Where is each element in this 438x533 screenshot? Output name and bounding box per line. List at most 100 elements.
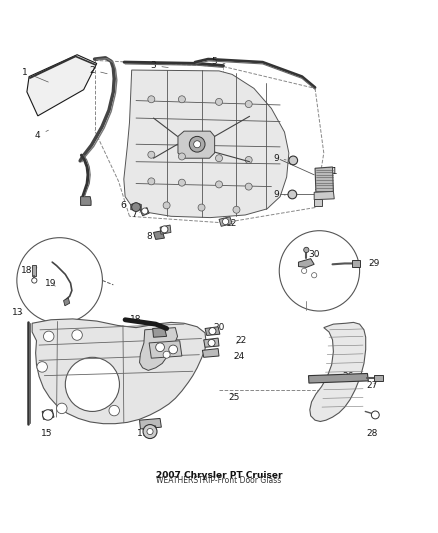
Circle shape <box>72 330 82 340</box>
Circle shape <box>189 136 205 152</box>
Text: 2007 Chrysler PT Cruiser: 2007 Chrysler PT Cruiser <box>156 471 282 480</box>
Text: 20: 20 <box>213 323 225 332</box>
Polygon shape <box>146 426 156 434</box>
Circle shape <box>371 411 379 419</box>
Text: 27: 27 <box>366 381 378 390</box>
Circle shape <box>155 343 164 352</box>
Text: WEATHERSTRIP-Front Door Glass: WEATHERSTRIP-Front Door Glass <box>156 476 282 485</box>
Circle shape <box>163 202 170 209</box>
Polygon shape <box>27 55 97 116</box>
Circle shape <box>279 231 360 311</box>
Text: 29: 29 <box>368 259 380 268</box>
Circle shape <box>178 153 185 160</box>
Circle shape <box>17 238 102 323</box>
Circle shape <box>215 155 223 161</box>
Text: 4: 4 <box>35 130 49 140</box>
Circle shape <box>311 272 317 278</box>
Circle shape <box>209 328 216 335</box>
Polygon shape <box>308 374 368 383</box>
Circle shape <box>32 278 37 283</box>
Text: 17: 17 <box>137 429 148 438</box>
Polygon shape <box>298 259 314 268</box>
Text: 2: 2 <box>89 66 107 75</box>
Circle shape <box>142 208 148 214</box>
Polygon shape <box>219 217 232 227</box>
Circle shape <box>148 178 155 185</box>
Polygon shape <box>152 328 166 337</box>
Circle shape <box>109 405 120 416</box>
Circle shape <box>245 101 252 108</box>
Text: 5: 5 <box>212 57 225 66</box>
Circle shape <box>148 96 155 103</box>
Circle shape <box>304 247 309 253</box>
Circle shape <box>245 183 252 190</box>
Polygon shape <box>153 231 164 239</box>
Circle shape <box>215 181 223 188</box>
Text: 9: 9 <box>273 154 286 163</box>
Text: 18: 18 <box>130 315 142 324</box>
Text: 26: 26 <box>342 372 353 381</box>
Text: 11: 11 <box>327 167 338 176</box>
Polygon shape <box>314 191 334 200</box>
Circle shape <box>301 268 307 273</box>
Circle shape <box>198 204 205 211</box>
Polygon shape <box>314 199 321 206</box>
Polygon shape <box>149 341 182 358</box>
Circle shape <box>215 99 223 106</box>
Text: 25: 25 <box>229 393 240 402</box>
Polygon shape <box>352 261 360 266</box>
Polygon shape <box>141 207 149 216</box>
Circle shape <box>132 203 141 212</box>
Circle shape <box>42 410 53 420</box>
Text: 24: 24 <box>233 351 244 360</box>
Text: 10: 10 <box>314 183 325 192</box>
Circle shape <box>223 219 229 224</box>
Text: 28: 28 <box>366 429 378 438</box>
Polygon shape <box>64 298 70 306</box>
Circle shape <box>57 403 67 414</box>
Text: 13: 13 <box>12 308 24 317</box>
Polygon shape <box>131 203 141 210</box>
Circle shape <box>147 429 153 434</box>
Text: 7: 7 <box>131 209 141 219</box>
Circle shape <box>194 141 201 148</box>
Polygon shape <box>315 167 333 192</box>
Polygon shape <box>124 70 289 217</box>
Text: 6: 6 <box>120 201 134 210</box>
Text: 3: 3 <box>151 61 168 70</box>
Polygon shape <box>204 338 219 348</box>
Circle shape <box>37 362 47 372</box>
Circle shape <box>148 151 155 158</box>
Text: 9: 9 <box>273 190 285 198</box>
Text: 8: 8 <box>146 232 155 241</box>
Polygon shape <box>42 410 54 419</box>
Text: 19: 19 <box>45 279 57 288</box>
Polygon shape <box>32 265 36 276</box>
Text: 15: 15 <box>41 429 52 438</box>
Text: 22: 22 <box>235 336 247 345</box>
Circle shape <box>169 345 177 354</box>
Circle shape <box>65 357 120 411</box>
Circle shape <box>143 425 157 439</box>
Text: 30: 30 <box>308 250 320 259</box>
Polygon shape <box>32 319 206 424</box>
Polygon shape <box>140 328 177 370</box>
Polygon shape <box>160 225 171 234</box>
Circle shape <box>288 190 297 199</box>
Circle shape <box>163 351 170 358</box>
Polygon shape <box>205 327 220 335</box>
Circle shape <box>178 179 185 186</box>
Polygon shape <box>202 349 219 357</box>
Polygon shape <box>178 131 215 158</box>
Circle shape <box>245 157 252 164</box>
Circle shape <box>161 226 168 233</box>
Polygon shape <box>81 197 91 205</box>
Circle shape <box>208 340 215 346</box>
Circle shape <box>43 331 54 342</box>
Polygon shape <box>140 418 161 429</box>
Circle shape <box>289 156 297 165</box>
Polygon shape <box>374 375 383 381</box>
Text: 1: 1 <box>22 68 48 82</box>
Text: 18: 18 <box>21 266 33 276</box>
Polygon shape <box>310 322 366 422</box>
